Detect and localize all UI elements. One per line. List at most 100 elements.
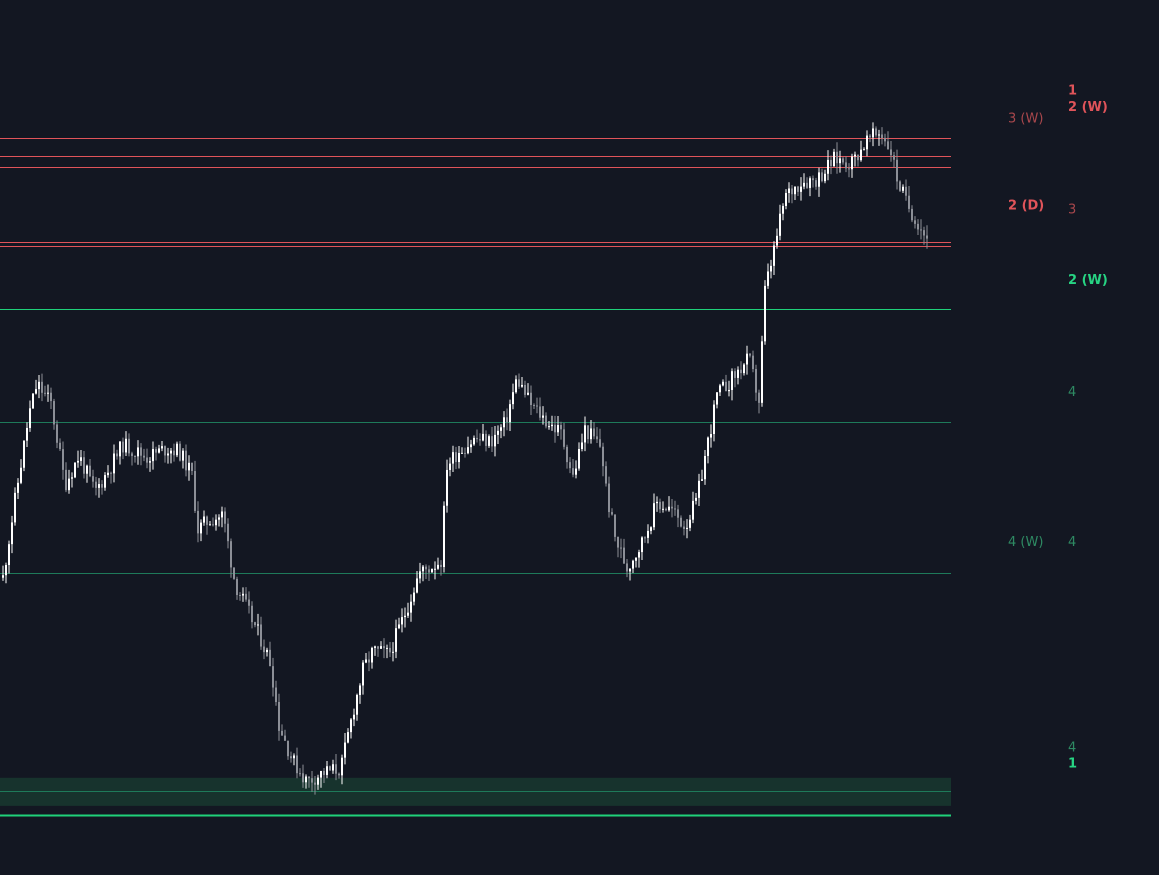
candle-body-118 [356,694,358,715]
candle-body-4 [14,492,16,523]
candle-body-214 [644,537,646,539]
candle-body-216 [650,527,652,531]
candle-body-288 [866,135,868,150]
candle-body-221 [665,508,667,511]
candle-body-80 [242,593,244,596]
candle-body-271 [815,180,817,187]
candle-body-287 [863,149,865,151]
candle-body-107 [323,770,325,775]
candle-body-175 [527,392,529,395]
candle-body-63 [191,462,193,472]
candle-body-28 [86,465,88,474]
candle-body-250 [752,355,754,370]
candle-body-60 [182,450,184,461]
candle-body-209 [629,568,631,572]
candle-body-204 [614,514,616,537]
candle-body-235 [707,437,709,456]
candle-body-299 [899,181,901,191]
candle-body-78 [236,578,238,596]
candle-body-44 [134,455,136,457]
candle-body-91 [275,687,277,703]
candle-body-282 [848,168,850,170]
candle-body-169 [509,404,511,423]
candle-body-242 [728,389,730,392]
candle-body-266 [800,186,802,192]
candle-body-300 [902,186,904,191]
candle-body-289 [869,135,871,138]
candle-body-9 [29,408,31,428]
candle-body-127 [383,646,385,649]
candle-body-215 [647,530,649,538]
candle-body-298 [896,159,898,182]
candle-body-189 [569,462,571,469]
candle-body-269 [809,178,811,188]
candle-body-259 [779,213,781,236]
candle-body-70 [212,524,214,526]
candle-body-293 [881,134,883,138]
candle-body-166 [500,427,502,431]
candle-body-188 [566,446,568,463]
candle-body-194 [584,425,586,443]
candle-body-270 [812,178,814,181]
candle-body-256 [770,265,772,272]
candle-body-136 [410,601,412,613]
candle-body-81 [245,593,247,600]
candle-body-231 [695,497,697,501]
candle-body-84 [254,622,256,626]
candle-body-228 [686,527,688,529]
candle-body-41 [125,438,127,453]
candle-body-262 [788,188,790,194]
candle-body-19 [59,442,61,450]
candle-body-123 [371,647,373,663]
candle-body-108 [326,766,328,775]
candle-body-307 [923,230,925,236]
candle-body-226 [680,517,682,527]
candle-body-61 [185,450,187,471]
candle-body-296 [890,149,892,156]
candle-body-106 [320,770,322,778]
candle-body-308 [926,235,928,239]
candle-body-113 [341,757,343,776]
candle-body-247 [743,364,745,374]
candle-body-62 [188,462,190,471]
candle-body-244 [734,371,736,378]
candle-body-59 [179,443,181,461]
candle-body-156 [470,444,472,448]
candle-body-239 [719,385,721,393]
candle-body-75 [227,523,229,542]
candle-body-258 [776,235,778,246]
candle-body-181 [545,415,547,427]
candle-body-122 [368,659,370,663]
levels-layer [0,138,951,817]
candle-body-3 [11,522,13,545]
candle-body-213 [641,537,643,553]
candle-body-142 [428,569,430,573]
candle-body-232 [698,480,700,498]
candle-body-1 [5,564,7,576]
candle-body-196 [590,428,592,440]
candle-body-255 [767,271,769,286]
candle-body-22 [68,478,70,491]
candle-body-95 [287,740,289,757]
candle-body-17 [53,401,55,425]
candle-body-234 [704,455,706,480]
candle-body-31 [95,481,97,488]
level-label-lbl-2w-top: 2 (W) [1068,100,1108,115]
candle-body-219 [659,501,661,510]
candle-body-249 [749,353,751,356]
candle-body-263 [791,188,793,195]
candle-body-48 [146,457,148,463]
candle-body-94 [284,735,286,741]
candle-body-40 [122,441,124,453]
candle-body-85 [257,624,259,626]
candle-body-90 [272,666,274,688]
candle-body-130 [392,651,394,653]
candle-body-163 [491,436,493,447]
candle-body-33 [101,484,103,488]
candle-body-201 [605,466,607,484]
candle-body-102 [308,776,310,779]
candle-body-243 [731,371,733,390]
candle-body-49 [149,461,151,463]
